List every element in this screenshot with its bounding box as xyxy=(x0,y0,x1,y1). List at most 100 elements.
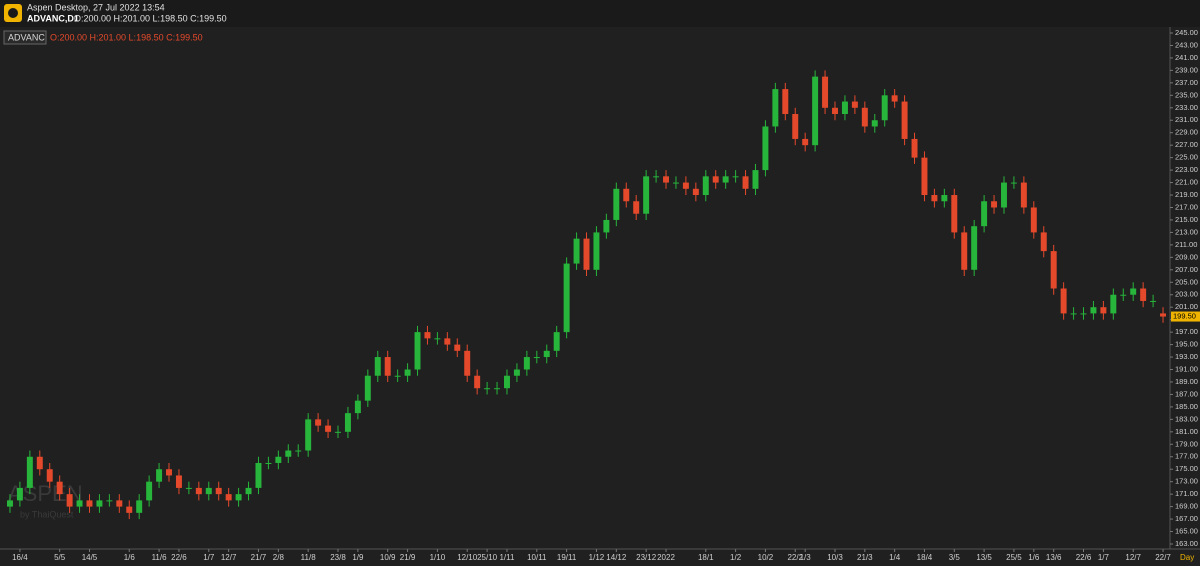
candle-body xyxy=(136,500,143,513)
candle-body xyxy=(971,226,978,270)
candle-body xyxy=(772,89,779,127)
candle-body xyxy=(235,494,242,501)
candle-body xyxy=(474,375,481,389)
candle-body xyxy=(494,388,501,390)
candle-body xyxy=(613,188,620,220)
candle-body xyxy=(344,413,351,432)
candle-body xyxy=(305,419,312,451)
candle-body xyxy=(444,338,451,345)
y-tick-label: 207.00 xyxy=(1175,265,1198,274)
x-tick-label: 1/12 xyxy=(589,553,605,562)
candle-body xyxy=(464,350,471,376)
candle-body xyxy=(792,114,799,139)
candle-body xyxy=(573,238,580,264)
candle-body xyxy=(1150,300,1157,302)
candle-body xyxy=(513,369,520,376)
y-tick-label: 237.00 xyxy=(1175,78,1198,87)
candle-body xyxy=(911,138,918,158)
x-tick-label: 11/8 xyxy=(301,553,317,562)
y-tick-label: 217.00 xyxy=(1175,202,1198,211)
candle-body xyxy=(1040,232,1047,252)
candle-body xyxy=(752,170,759,189)
candle-body xyxy=(315,419,322,426)
candle-body xyxy=(404,369,411,376)
y-tick-label: 171.00 xyxy=(1175,489,1198,498)
candle-body xyxy=(46,469,53,482)
y-tick-label: 187.00 xyxy=(1175,389,1198,398)
y-tick-label: 189.00 xyxy=(1175,377,1198,386)
x-tick-label: 23/12 xyxy=(636,553,657,562)
candle-body xyxy=(1001,182,1007,208)
candle-body xyxy=(116,500,123,507)
candle-body xyxy=(712,176,719,183)
candle-body xyxy=(414,332,421,370)
candle-body xyxy=(434,338,441,340)
candle-body xyxy=(1130,288,1137,295)
candle-body xyxy=(732,176,739,178)
x-tick-label: 21/9 xyxy=(400,553,416,562)
candle-body xyxy=(1010,182,1017,184)
candle-body xyxy=(682,182,689,189)
candle-body xyxy=(295,450,302,452)
candle-body xyxy=(394,375,401,377)
y-tick-label: 181.00 xyxy=(1175,427,1198,436)
candle-body xyxy=(215,487,222,495)
candle-body xyxy=(185,487,192,489)
candle-body xyxy=(285,450,292,457)
app-icon-mark xyxy=(8,8,18,18)
candle-body xyxy=(503,375,510,389)
y-tick-label: 191.00 xyxy=(1175,364,1198,373)
candle-body xyxy=(812,76,819,146)
x-tick-label: 12/10 xyxy=(457,553,478,562)
y-tick-label: 173.00 xyxy=(1175,477,1198,486)
period-label: Day xyxy=(1180,553,1194,562)
last-price-tag xyxy=(1171,311,1200,322)
y-tick-label: 163.00 xyxy=(1175,539,1198,548)
y-tick-label: 213.00 xyxy=(1175,227,1198,236)
candle-body xyxy=(742,176,749,189)
candle-body xyxy=(822,76,829,108)
x-tick-label: 10/3 xyxy=(827,553,843,562)
x-tick-label: 10/11 xyxy=(527,553,547,562)
candle-body xyxy=(166,469,172,476)
x-tick-label: 25/5 xyxy=(1006,553,1022,562)
candle-body xyxy=(424,332,431,339)
chart-ohlc: O:200.00 H:201.00 L:198.50 C:199.50 xyxy=(50,32,203,42)
candle-body xyxy=(384,357,391,376)
x-tick-label: 1/9 xyxy=(352,553,364,562)
candle-body xyxy=(175,475,182,488)
y-tick-label: 165.00 xyxy=(1175,527,1198,536)
candle-body xyxy=(484,388,491,390)
candle-body xyxy=(643,176,650,214)
y-tick-label: 169.00 xyxy=(1175,502,1198,511)
candle-body xyxy=(325,425,332,432)
candle-body xyxy=(146,481,153,501)
candle-body xyxy=(86,500,93,507)
candle-body xyxy=(702,176,709,196)
chart-symbol: ADVANC xyxy=(8,32,45,42)
candle-body xyxy=(543,350,550,358)
candle-body xyxy=(722,176,729,183)
candle-body xyxy=(335,431,341,433)
symbol: ADVANC,D1 xyxy=(27,13,79,23)
candle-body xyxy=(921,157,928,196)
candle-body xyxy=(941,195,948,202)
candle-body xyxy=(76,500,83,507)
candle-body xyxy=(871,120,878,127)
candle-body xyxy=(1140,288,1147,301)
x-tick-label: 14/5 xyxy=(82,553,98,562)
x-tick-label: 14/12 xyxy=(606,553,627,562)
y-tick-label: 241.00 xyxy=(1175,53,1198,62)
x-tick-label: 1/7 xyxy=(1098,553,1110,562)
last-price-label: 199.50 xyxy=(1173,312,1196,321)
candle-body xyxy=(841,101,848,115)
x-tick-label: 3/5 xyxy=(949,553,961,562)
y-tick-label: 229.00 xyxy=(1175,128,1198,137)
app-title: Aspen Desktop, 27 Jul 2022 13:54 xyxy=(27,2,165,12)
candle-body xyxy=(1160,313,1167,317)
candle-body xyxy=(1060,288,1067,314)
candle-body xyxy=(633,201,640,214)
x-tick-label: 11/6 xyxy=(152,553,168,562)
